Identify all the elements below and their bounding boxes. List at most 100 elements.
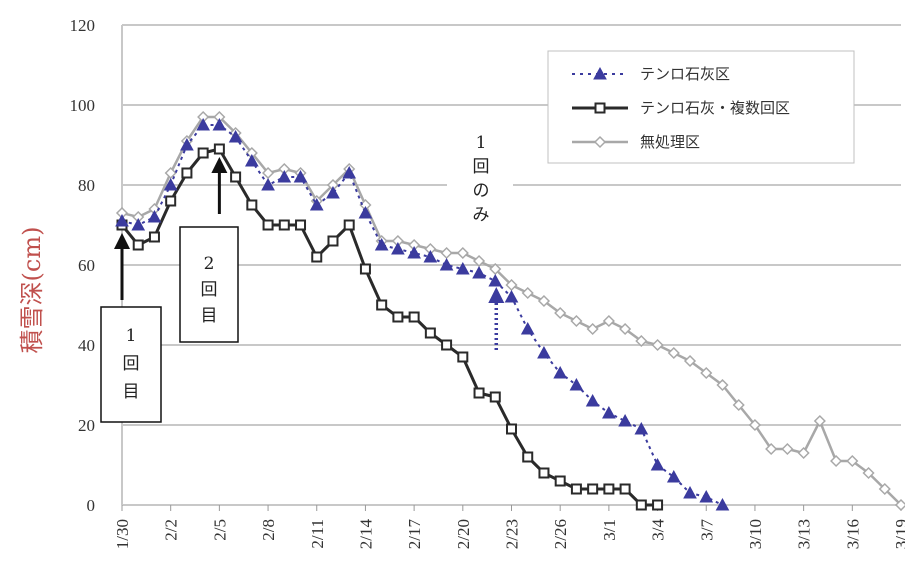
data-point [569, 377, 584, 391]
x-tick-label: 2/20 [454, 519, 473, 549]
legend-label: テンロ石灰区 [640, 65, 730, 83]
data-point [634, 421, 649, 435]
data-point [650, 457, 665, 471]
data-point [700, 366, 713, 380]
x-tick-label: 2/5 [210, 519, 229, 541]
legend-swatch-marker [594, 102, 606, 114]
annotation-box [179, 226, 239, 343]
data-point [391, 241, 405, 255]
data-point [326, 185, 340, 199]
data-point [309, 197, 324, 211]
x-tick-label: 3/16 [843, 519, 862, 549]
data-point [489, 391, 501, 403]
data-point [342, 165, 357, 179]
annotation-text: 回 [123, 354, 140, 374]
data-point [262, 219, 274, 231]
x-tick-label: 2/14 [356, 519, 375, 550]
data-point [163, 177, 178, 191]
data-point [862, 466, 875, 480]
data-point [506, 423, 517, 435]
x-tick-label: 3/19 [892, 519, 905, 549]
data-point [343, 219, 355, 231]
annotation-text: み [473, 205, 490, 225]
annotation-text: 回 [201, 280, 218, 300]
data-point [327, 235, 339, 247]
series-square [116, 143, 664, 511]
y-tick-label: 60 [78, 256, 95, 275]
data-point [570, 483, 582, 495]
x-tick-label: 2/11 [308, 519, 327, 549]
data-point [878, 482, 891, 496]
data-point [376, 299, 388, 311]
data-point [715, 497, 730, 511]
data-point [197, 147, 209, 159]
series-lines [115, 110, 905, 512]
legend-item: テンロ石灰区 [572, 65, 730, 83]
data-point [424, 327, 436, 339]
data-point [554, 306, 567, 320]
data-point [147, 209, 162, 223]
data-point [570, 314, 583, 328]
x-tick-label: 2/23 [503, 519, 522, 549]
x-tick-label: 3/10 [746, 519, 765, 549]
legend-item: 無処理区 [572, 133, 700, 151]
data-point [522, 451, 534, 463]
annotation-box [100, 306, 162, 423]
data-point [732, 398, 745, 412]
data-point [374, 237, 389, 251]
x-tick-label: 1/30 [113, 519, 132, 549]
data-point [652, 499, 664, 511]
y-tick-label: 40 [78, 336, 95, 355]
legend-swatch-marker [593, 66, 607, 80]
data-point [423, 249, 438, 263]
data-point [504, 289, 519, 303]
data-point [455, 261, 470, 275]
data-point [667, 346, 680, 360]
y-tick-label: 20 [78, 416, 95, 435]
x-tick-label: 3/4 [649, 519, 668, 541]
x-tick-label: 3/13 [795, 519, 814, 549]
data-point [293, 169, 308, 183]
data-point [228, 129, 243, 143]
data-point [261, 177, 275, 191]
data-point [311, 251, 323, 263]
data-point [813, 414, 826, 428]
data-point [587, 483, 599, 495]
data-point [132, 239, 144, 251]
data-point [246, 199, 258, 211]
data-point [277, 169, 292, 183]
data-point [488, 273, 503, 287]
annotation-backdrop [447, 124, 513, 234]
data-point [439, 257, 454, 271]
data-point [716, 378, 729, 392]
data-point [602, 405, 616, 419]
x-tick-label: 2/2 [162, 519, 181, 541]
data-point [602, 314, 615, 328]
annotation-text: 目 [123, 382, 140, 402]
data-point [392, 311, 404, 323]
data-point [441, 339, 453, 351]
data-point [456, 246, 469, 260]
data-point [407, 245, 421, 259]
legend-item: テンロ石灰・複数回区 [572, 99, 790, 117]
data-point [666, 469, 681, 483]
x-tick-label: 2/26 [551, 519, 570, 549]
x-axis-ticks: 1/30 2/2 2/5 2/8 2/11 2/14 2/17 2/20 2/23 2/26 3/1… [113, 505, 905, 549]
legend-label: 無処理区 [640, 133, 700, 151]
data-point [586, 322, 599, 336]
annotation-text: の [473, 181, 490, 201]
y-tick-label: 100 [70, 96, 96, 115]
y-tick-label: 0 [87, 496, 96, 515]
series-diamond [115, 110, 905, 512]
data-point [683, 354, 697, 368]
data-point [295, 219, 307, 231]
data-point [358, 205, 373, 219]
data-point [635, 499, 647, 511]
data-point [408, 311, 420, 323]
annotation-text: 回 [473, 157, 490, 177]
x-tick-label: 3/1 [600, 519, 619, 541]
annotation-text: 2 [204, 254, 215, 274]
